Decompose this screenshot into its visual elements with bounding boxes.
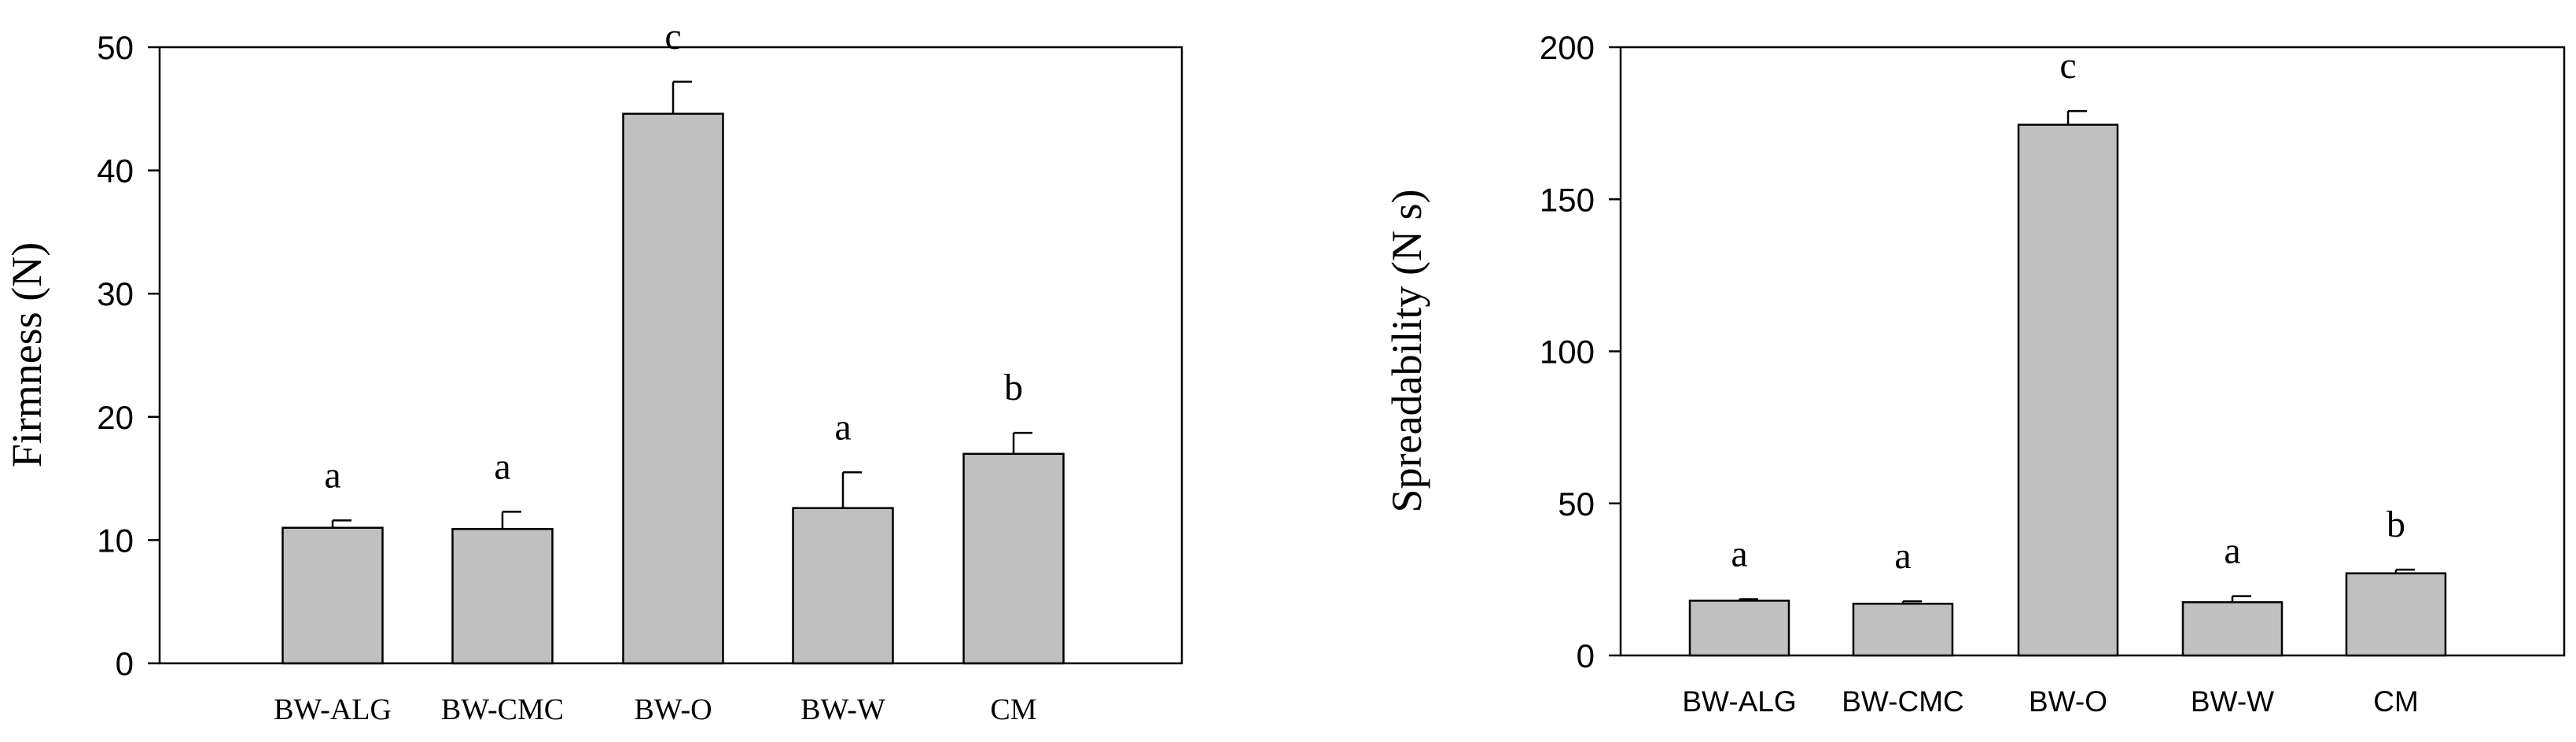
bar-bw-cmc (1852, 603, 1954, 657)
bar-bw-cmc (451, 528, 554, 665)
firmness-chart: 0 10 20 30 40 50 Firmness (N) a BW-ALG a BW-CMC c BW… (3, 16, 1183, 726)
y-tick-label: 150 (1540, 181, 1595, 218)
y-tick-label: 200 (1540, 29, 1595, 66)
y-axis-label: Spreadability (N s) (1383, 190, 1430, 513)
bar-bw-o (622, 113, 724, 665)
bar-bw-w (2181, 601, 2283, 657)
x-tick-label: BW-CMC (1842, 685, 1964, 718)
y-tick-label: 50 (97, 29, 134, 66)
significance-letter: c (664, 16, 681, 57)
x-tick-label: BW-CMC (441, 693, 564, 726)
significance-letter: a (1894, 535, 1911, 577)
x-tick-label: BW-O (2029, 685, 2107, 718)
y-tick-label: 0 (116, 645, 134, 682)
significance-letter: a (834, 406, 851, 448)
bar-bw-o (2017, 124, 2119, 657)
significance-letter: c (2059, 45, 2076, 87)
y-tick-label: 50 (1558, 485, 1595, 522)
bar-bw-w (792, 507, 894, 665)
y-tick-label: 0 (1577, 637, 1595, 674)
x-tick-label: BW-O (634, 693, 712, 726)
significance-letter: b (1004, 367, 1023, 408)
spreadability-chart: 0 50 100 150 200 Spreadability (N s) a BW-ALG a B… (1383, 29, 2566, 718)
y-tick-label: 20 (97, 399, 134, 436)
y-tick-label: 10 (97, 522, 134, 559)
y-tick-label: 100 (1540, 334, 1595, 371)
x-tick-label: BW-W (800, 693, 885, 726)
x-tick-label: BW-W (2191, 685, 2274, 718)
y-tick-label: 40 (97, 153, 134, 190)
significance-letter: a (2224, 530, 2240, 572)
x-tick-label: CM (2373, 685, 2419, 718)
significance-letter: a (1731, 533, 1747, 574)
x-tick-label: CM (990, 693, 1036, 726)
bar-cm (2345, 572, 2447, 657)
y-tick-label: 30 (97, 275, 134, 312)
significance-letter: a (324, 454, 340, 496)
x-tick-label: BW-ALG (274, 693, 392, 726)
significance-letter: b (2386, 504, 2405, 545)
significance-letter: a (494, 445, 510, 487)
x-tick-label: BW-ALG (1682, 685, 1796, 718)
bar-cm (962, 452, 1065, 665)
bar-bw-alg (282, 526, 384, 665)
y-axis-label: Firmness (N) (3, 242, 50, 467)
bar-bw-alg (1688, 600, 1790, 657)
